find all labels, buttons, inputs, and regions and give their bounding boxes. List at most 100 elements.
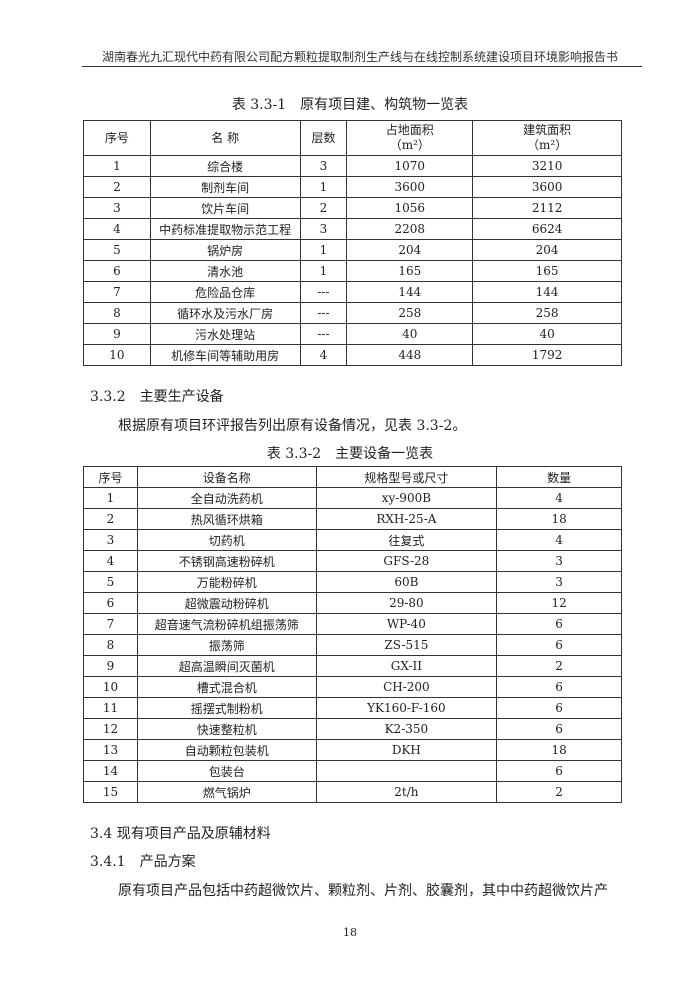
table-cell: 11 [83,697,138,719]
table-row: 10 槽式混合机 CH-200 6 [83,676,622,698]
section-3-3-2: 3.3.2 主要生产设备 [90,389,224,405]
paragraph: 根据原有项目环评报告列出原有设备情况，见表 3.3-2。 [118,418,467,434]
table-cell: 摇摆式制粉机 [136,697,317,719]
column-header-label: 建筑面积（m²） [523,123,572,152]
column-header: 设备名称 [136,466,317,488]
table-cell: 18 [496,508,622,530]
table-cell: 自动颗粒包装机 [136,739,317,761]
table-cell: K2-350 [315,718,498,740]
table-cell: 超微震动粉碎机 [136,592,317,614]
table-cell: 258 [346,302,474,324]
table-cell: 204 [472,239,622,261]
table-cell [315,760,498,782]
table-cell: 7 [83,281,151,303]
table-cell: 29-80 [315,592,498,614]
column-header-label: 层数 [311,130,336,145]
table-cell: 448 [346,344,474,366]
table-row: 7 超音速气流粉碎机组振荡筛 WP-40 6 [83,613,622,635]
table-cell: CH-200 [315,676,498,698]
table-row: 14 包装台 6 [83,760,622,782]
table-cell: 1070 [346,155,474,177]
table-row: 13 自动颗粒包装机 DKH 18 [83,739,622,761]
table-row: 5 万能粉碎机 60B 3 [83,571,622,593]
table-row: 1 全自动洗药机 xy-900B 4 [83,487,622,509]
equipment-table: 序号 设备名称 规格型号或尺寸 数量 1 全自动洗药机 xy-900B 4 2 热风循环烘箱 RXH… [83,466,622,803]
table-cell: 1 [299,176,348,198]
table-cell: 6 [496,718,622,740]
table-cell: 258 [472,302,622,324]
section-3-4-1: 3.4.1 产品方案 [90,854,196,870]
table-cell: 5 [83,571,138,593]
section-3-4: 3.4 现有项目产品及原辅材料 [90,826,271,842]
table-cell: 2 [496,655,622,677]
table-cell: 综合楼 [149,155,301,177]
table-cell: 6 [496,634,622,656]
table-cell: 2 [83,176,151,198]
table-row: 1 综合楼 3 1070 3210 [83,155,622,177]
table-cell: 1792 [472,344,622,366]
table-cell: 6 [83,592,138,614]
table-row: 6 清水池 1 165 165 [83,260,622,282]
table-cell: 14 [83,760,138,782]
table-cell: 3 [496,550,622,572]
column-header-label: 序号 [104,130,129,145]
table-cell: 3 [299,155,348,177]
table-row: 9 超高温瞬间灭菌机 GX-II 2 [83,655,622,677]
table-row: 7 危险品仓库 --- 144 144 [83,281,622,303]
table-cell: 10 [83,676,138,698]
table-row: 10 机修车间等辅助用房 4 448 1792 [83,344,622,366]
table-cell: 万能粉碎机 [136,571,317,593]
table-row: 2 热风循环烘箱 RXH-25-A 18 [83,508,622,530]
table1-caption: 表 3.3-1 原有项目建、构筑物一览表 [231,97,469,113]
table-cell: 6624 [472,218,622,240]
table-row: 4 不锈钢高速粉碎机 GFS-28 3 [83,550,622,572]
table-cell: 机修车间等辅助用房 [149,344,301,366]
table-cell: 12 [496,592,622,614]
column-header: 序号 [83,466,138,488]
table-cell: 2208 [346,218,474,240]
table-cell: ZS-515 [315,634,498,656]
table-cell: 制剂车间 [149,176,301,198]
table-cell: 144 [472,281,622,303]
table-cell: 槽式混合机 [136,676,317,698]
table-row: 4 中药标准提取物示范工程 3 2208 6624 [83,218,622,240]
table-cell: 超高温瞬间灭菌机 [136,655,317,677]
table-cell: 1 [299,239,348,261]
table-row: 8 振荡筛 ZS-515 6 [83,634,622,656]
table-cell: 全自动洗药机 [136,487,317,509]
column-header: 建筑面积（m²） [472,120,622,156]
table-cell: 饮片车间 [149,197,301,219]
column-header: 序号 [83,120,151,156]
paragraph: 原有项目产品包括中药超微饮片、颗粒剂、片剂、胶囊剂，其中中药超微饮片产 [118,883,608,899]
column-header-label: 设备名称 [202,470,251,485]
table-cell: 8 [83,302,151,324]
table-cell: 10 [83,344,151,366]
table-cell: 危险品仓库 [149,281,301,303]
page-number: 18 [343,926,357,939]
table-cell: 锅炉房 [149,239,301,261]
table-cell: 4 [496,529,622,551]
table-cell: WP-40 [315,613,498,635]
table-cell: 6 [496,697,622,719]
table-cell: 60B [315,571,498,593]
table-cell: 3 [83,529,138,551]
table-cell: 4 [83,550,138,572]
table-cell: 1056 [346,197,474,219]
table-cell: 7 [83,613,138,635]
table-cell: 165 [472,260,622,282]
column-header-label: 名 称 [211,130,240,145]
table-cell: 快速整粒机 [136,718,317,740]
table-cell: 切药机 [136,529,317,551]
table-cell: 6 [496,760,622,782]
table-cell: 18 [496,739,622,761]
table-cell: GX-II [315,655,498,677]
table-row: 12 快速整粒机 K2-350 6 [83,718,622,740]
table-cell: --- [299,281,348,303]
column-header: 规格型号或尺寸 [315,466,498,488]
column-header-label: 规格型号或尺寸 [364,470,449,485]
table-cell: 6 [496,676,622,698]
table-cell: 4 [496,487,622,509]
table-cell: 燃气锅炉 [136,781,317,803]
table-row: 9 污水处理站 --- 40 40 [83,323,622,345]
table-cell: 热风循环烘箱 [136,508,317,530]
